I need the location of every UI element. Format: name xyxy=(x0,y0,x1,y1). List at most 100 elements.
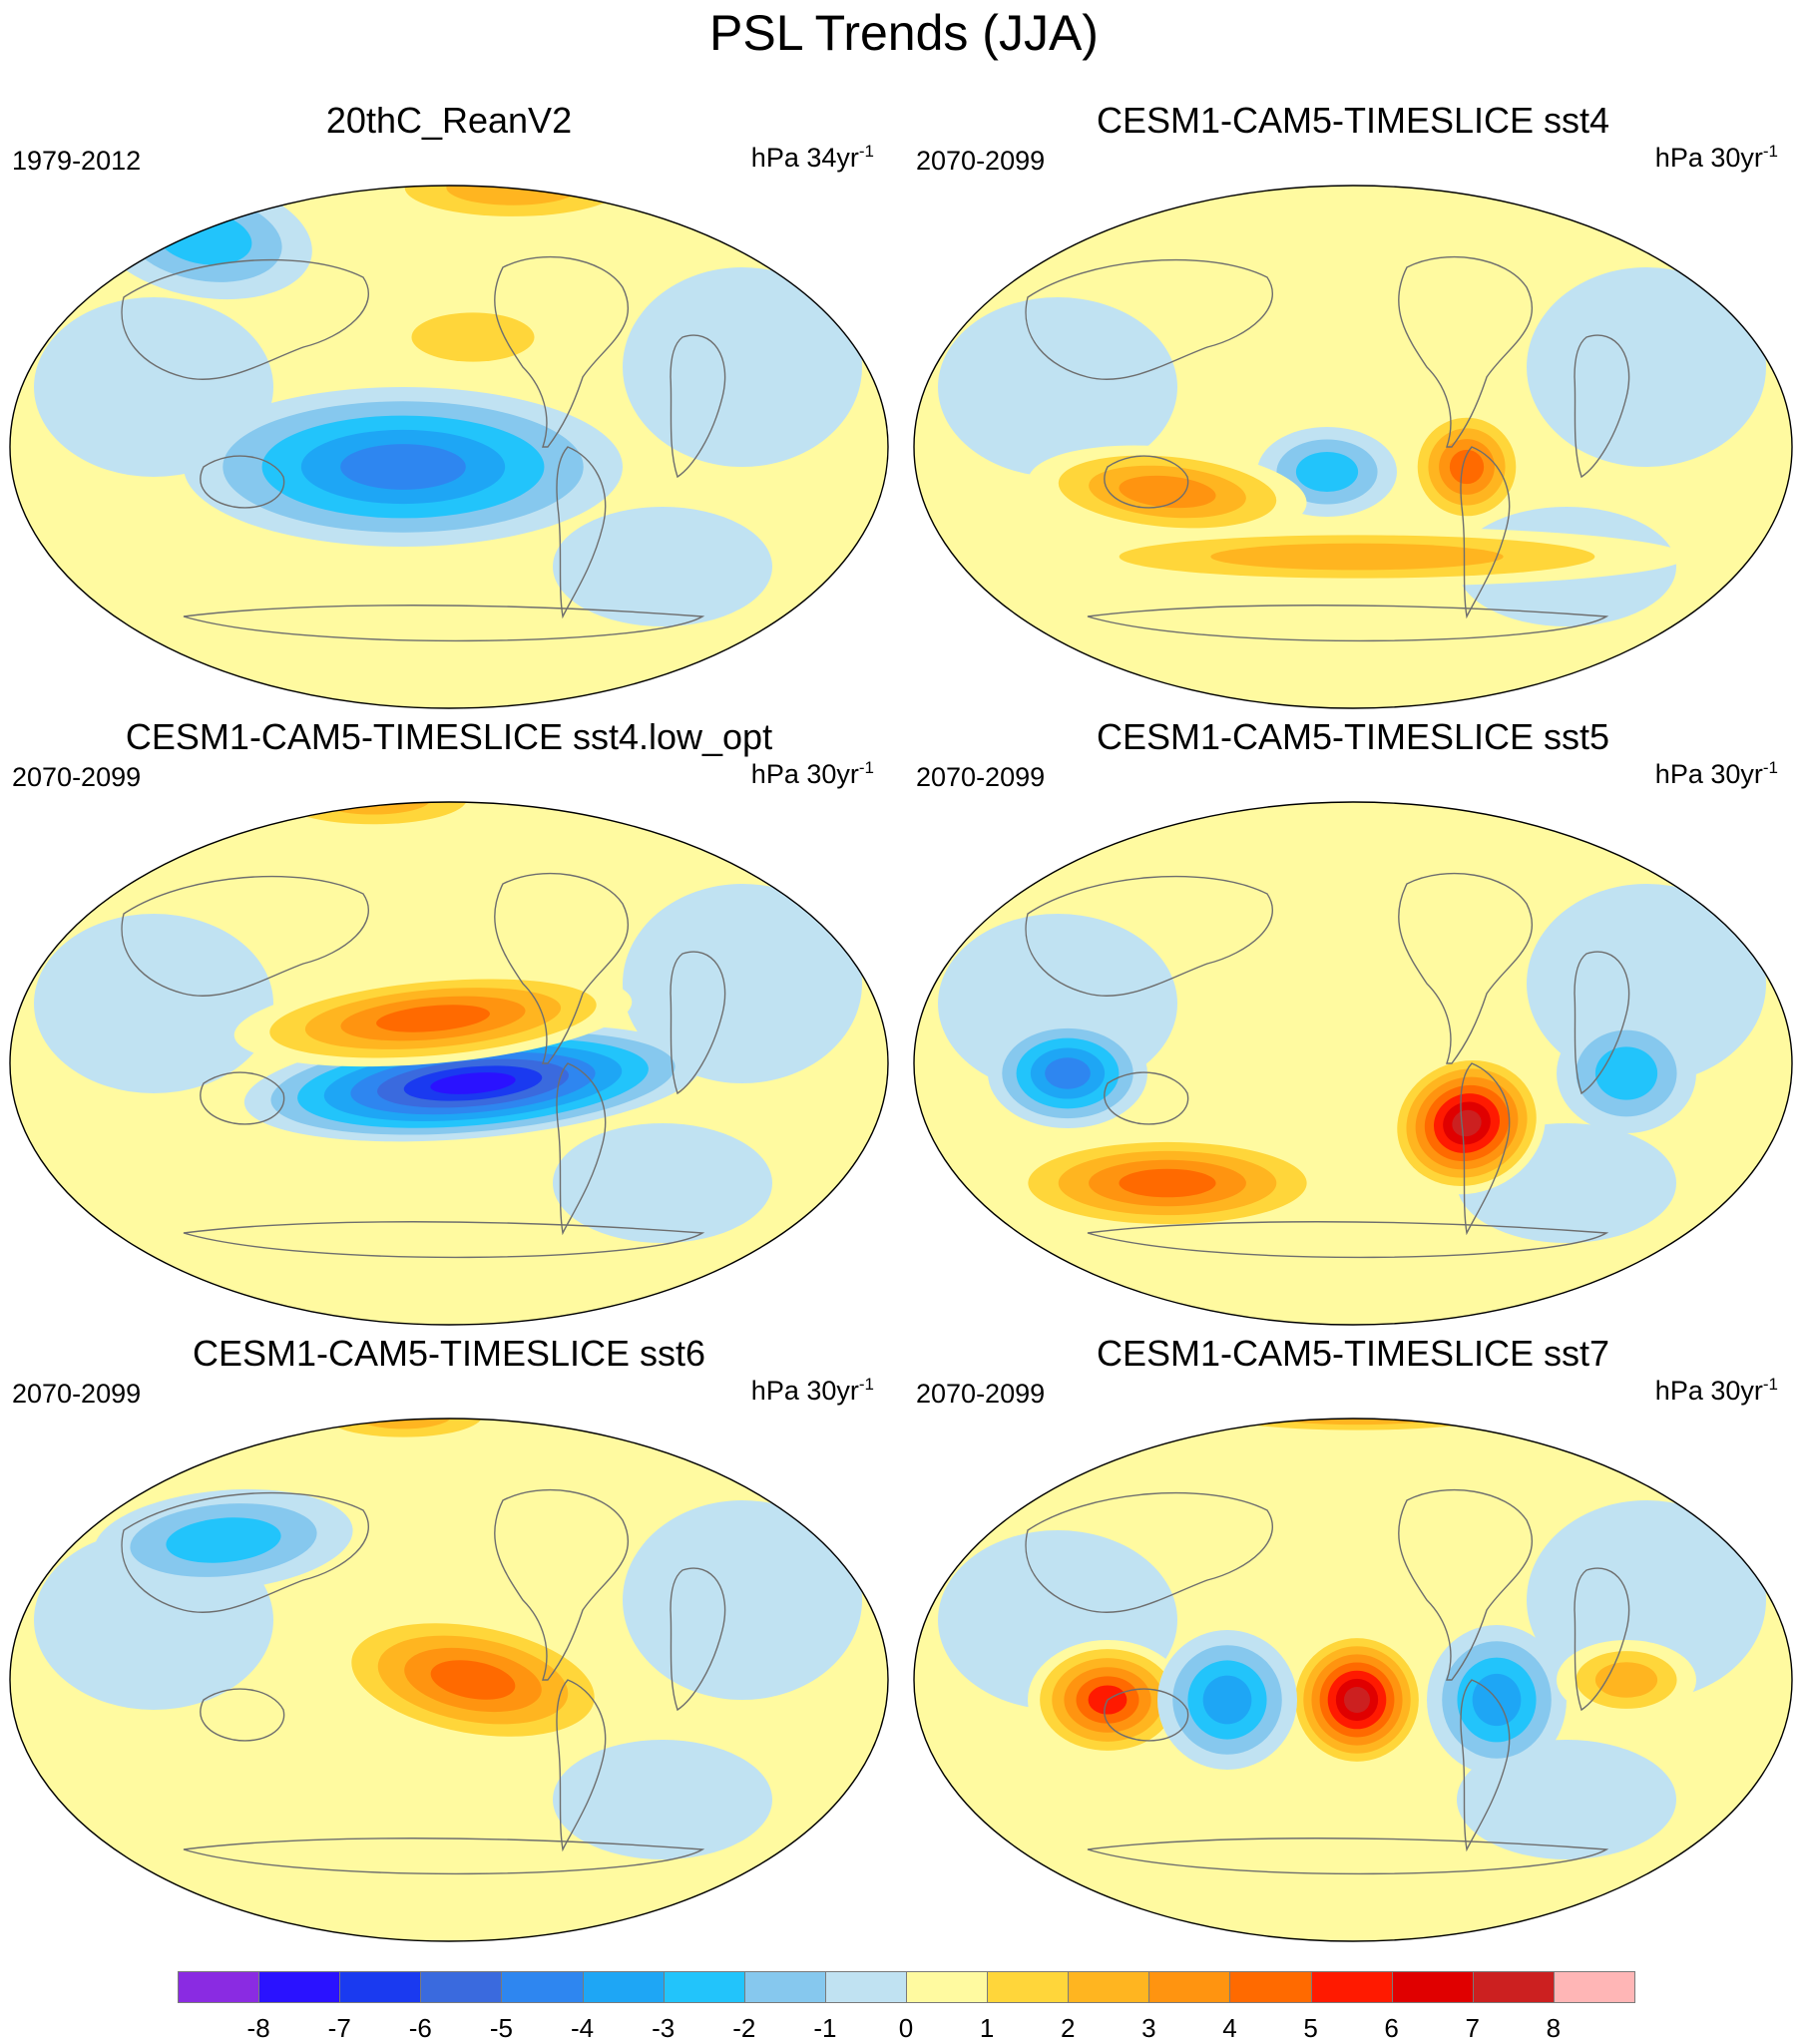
panel-period: 2070-2099 xyxy=(12,762,142,792)
colorbar-tick-label: 7 xyxy=(1465,2013,1480,2043)
panel-period: 2070-2099 xyxy=(12,1379,142,1409)
map-svg xyxy=(913,185,1793,709)
anomaly-contour xyxy=(1119,1168,1216,1198)
panel-period: 1979-2012 xyxy=(12,146,142,176)
units-base: hPa 30yr xyxy=(750,1376,859,1406)
panel-period: 2070-2099 xyxy=(916,762,1046,792)
anomaly-contour xyxy=(340,444,466,490)
coastline xyxy=(556,1062,607,1236)
coastline xyxy=(670,334,726,479)
coastline xyxy=(1087,1221,1609,1259)
colorbar-box xyxy=(178,1971,260,2003)
coastline xyxy=(1574,951,1630,1095)
units-exponent: -1 xyxy=(1762,142,1778,161)
colorbar-tick-label: -4 xyxy=(570,2013,595,2043)
field-contour xyxy=(553,1740,772,1859)
anomaly-contour xyxy=(404,186,622,216)
field-contour xyxy=(553,507,772,626)
panel-units: hPa 30yr-1 xyxy=(1655,758,1778,790)
panel-period: 2070-2099 xyxy=(916,146,1046,176)
anomaly-contour xyxy=(1452,1109,1482,1137)
map-panel: CESM1-CAM5-TIMESLICE sst4.low_opt 2070-20… xyxy=(0,716,898,1335)
coastline xyxy=(200,455,285,509)
colorbar-box xyxy=(987,1971,1070,2003)
colorbar-box xyxy=(1068,1971,1150,2003)
anomaly-contour xyxy=(1045,1057,1091,1089)
units-base: hPa 30yr xyxy=(1654,1376,1763,1406)
colorbar-tick-label: 6 xyxy=(1384,2013,1399,2043)
coastline xyxy=(556,1679,607,1852)
anomaly-contour xyxy=(430,1072,516,1094)
map-frame xyxy=(9,801,889,1326)
coastline xyxy=(1460,446,1511,619)
colorbar-box xyxy=(1310,1971,1393,2003)
panel-title: 20thC_ReanV2 xyxy=(325,100,573,141)
coastline xyxy=(121,1491,369,1613)
anomaly-contour xyxy=(315,802,431,815)
coastline xyxy=(1087,605,1609,642)
colorbar-box xyxy=(1229,1971,1312,2003)
coastline xyxy=(556,446,607,619)
map-panel: CESM1-CAM5-TIMESLICE sst6 2070-2099 hPa 30… xyxy=(0,1333,898,1951)
anomaly-contour xyxy=(1243,1419,1471,1426)
units-base: hPa 34yr xyxy=(750,143,859,173)
units-exponent: -1 xyxy=(858,758,874,777)
field-contour xyxy=(34,914,273,1093)
colorbar-tick-label: 3 xyxy=(1141,2013,1156,2043)
map-frame xyxy=(9,185,889,709)
panel-units: hPa 30yr-1 xyxy=(751,1375,874,1407)
coastline xyxy=(200,1688,285,1742)
colorbar-box xyxy=(501,1971,584,2003)
map-frame xyxy=(913,1418,1793,1942)
panel-title: CESM1-CAM5-TIMESLICE sst7 xyxy=(1096,1333,1610,1374)
colorbar-tick-label: -1 xyxy=(813,2013,837,2043)
colorbar-tick-label: -2 xyxy=(732,2013,756,2043)
map-panel: 20thC_ReanV2 1979-2012 hPa 34yr-1 xyxy=(0,100,898,718)
units-exponent: -1 xyxy=(858,1375,874,1394)
field-contour xyxy=(938,297,1177,477)
colorbar-tick-label: -5 xyxy=(489,2013,513,2043)
colorbar-tick-label: -8 xyxy=(246,2013,270,2043)
anomaly-contour xyxy=(1594,1662,1658,1698)
units-base: hPa 30yr xyxy=(750,759,859,789)
field-contour xyxy=(1527,267,1766,467)
colorbar-box xyxy=(824,1971,907,2003)
map-frame xyxy=(913,185,1793,709)
units-exponent: -1 xyxy=(858,142,874,161)
anomaly-contour xyxy=(1343,1686,1371,1714)
field-contour xyxy=(553,1123,772,1243)
colorbar-tick-label: -7 xyxy=(327,2013,351,2043)
colorbar-box xyxy=(1472,1971,1555,2003)
units-exponent: -1 xyxy=(1762,758,1778,777)
units-base: hPa 30yr xyxy=(1654,759,1763,789)
map-svg xyxy=(9,1418,889,1942)
panel-period: 2070-2099 xyxy=(916,1379,1046,1409)
anomaly-contour xyxy=(1295,452,1359,492)
coastline xyxy=(1460,1062,1511,1236)
coastline xyxy=(1025,1491,1273,1613)
colorbar-box xyxy=(582,1971,665,2003)
coastline xyxy=(1574,1567,1630,1712)
anomaly-contour xyxy=(1119,475,1216,509)
map-panel: CESM1-CAM5-TIMESLICE sst5 2070-2099 hPa 30… xyxy=(904,716,1802,1335)
panel-title: CESM1-CAM5-TIMESLICE sst4 xyxy=(1096,100,1610,141)
coastline xyxy=(1104,1071,1189,1125)
colorbar-box xyxy=(1553,1971,1635,2003)
coastline xyxy=(1104,455,1189,509)
anomaly-contour xyxy=(376,1005,490,1032)
coastline xyxy=(1025,258,1273,380)
map-svg xyxy=(9,185,889,709)
coastline xyxy=(183,605,705,642)
coastline xyxy=(121,258,369,380)
coastline xyxy=(1460,1679,1511,1852)
field-contour xyxy=(623,1500,862,1700)
map-frame xyxy=(913,801,1793,1326)
units-exponent: -1 xyxy=(1762,1375,1778,1394)
colorbar-tick-label: -6 xyxy=(408,2013,432,2043)
colorbar-tick-label: 4 xyxy=(1222,2013,1237,2043)
colorbar xyxy=(178,1971,1635,2005)
map-svg xyxy=(913,801,1793,1326)
coastline xyxy=(183,1221,705,1259)
coastline xyxy=(1087,1838,1609,1875)
coastline xyxy=(200,1071,285,1125)
